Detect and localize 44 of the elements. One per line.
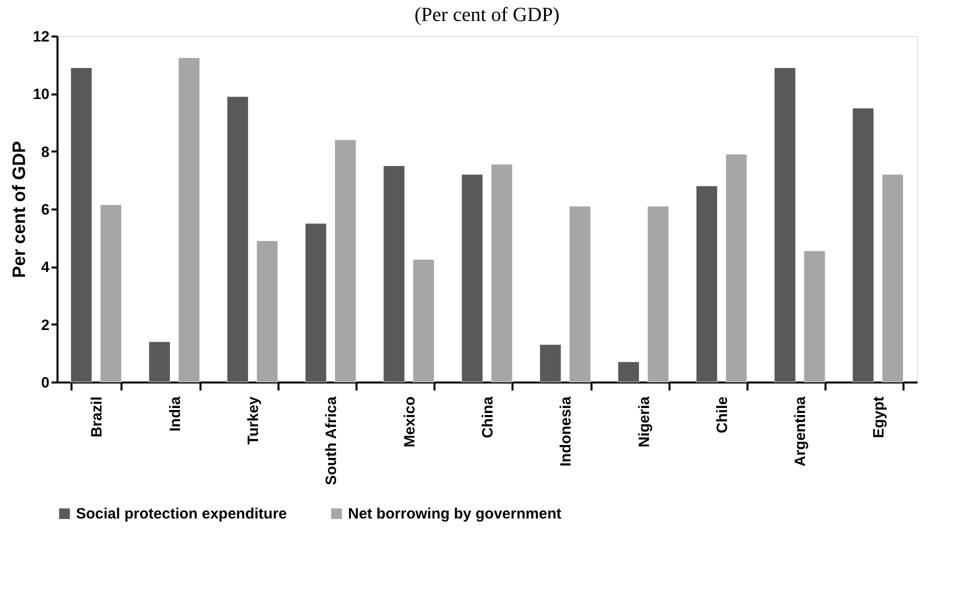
bar: [178, 57, 200, 382]
x-tick-label: Argentina: [792, 396, 810, 467]
x-tick-label: India: [166, 396, 184, 432]
bar: [852, 108, 874, 382]
bar: [148, 341, 170, 382]
x-tick-label: Turkey: [244, 396, 262, 445]
y-tick-label: 10: [32, 86, 50, 104]
y-tick-label: 8: [41, 144, 50, 161]
bar: [774, 67, 796, 382]
bar: [100, 204, 122, 382]
bar: [725, 154, 748, 382]
legend-label: Social protection expenditure: [76, 506, 287, 523]
bar: [461, 174, 484, 382]
bar: [618, 362, 640, 382]
y-tick-label: 6: [41, 202, 50, 218]
y-tick-label: 12: [32, 28, 50, 46]
x-tick-label: Chile: [714, 396, 732, 434]
bar: [334, 140, 356, 382]
y-axis-title: Per cent of GDP: [8, 140, 29, 278]
y-tick-label: 4: [41, 259, 50, 276]
bar: [70, 67, 92, 382]
x-tick-label: Indonesia: [558, 396, 575, 467]
bar: [804, 250, 826, 382]
x-tick-label: Egypt: [870, 396, 888, 438]
bar: [696, 186, 718, 382]
bar: [540, 344, 562, 382]
x-tick-label: Mexico: [401, 396, 418, 448]
bar: [647, 206, 670, 382]
legend-label: Net borrowing by government: [348, 506, 562, 523]
x-tick-label: South Africa: [323, 396, 340, 486]
x-tick-label: China: [480, 396, 496, 438]
y-tick-label: 0: [41, 374, 50, 392]
bar: [412, 259, 434, 382]
chart-title: (Per cent of GDP): [414, 4, 560, 26]
x-tick-label: Nigeria: [636, 396, 653, 448]
bar: [882, 174, 904, 382]
bar: [569, 206, 591, 382]
bar: [490, 164, 513, 382]
y-tick-label: 2: [41, 316, 50, 334]
bar: [304, 223, 327, 382]
bar: [226, 96, 249, 382]
x-tick-label: Brazil: [88, 396, 106, 438]
bar: [383, 166, 405, 382]
bar: [256, 240, 278, 382]
